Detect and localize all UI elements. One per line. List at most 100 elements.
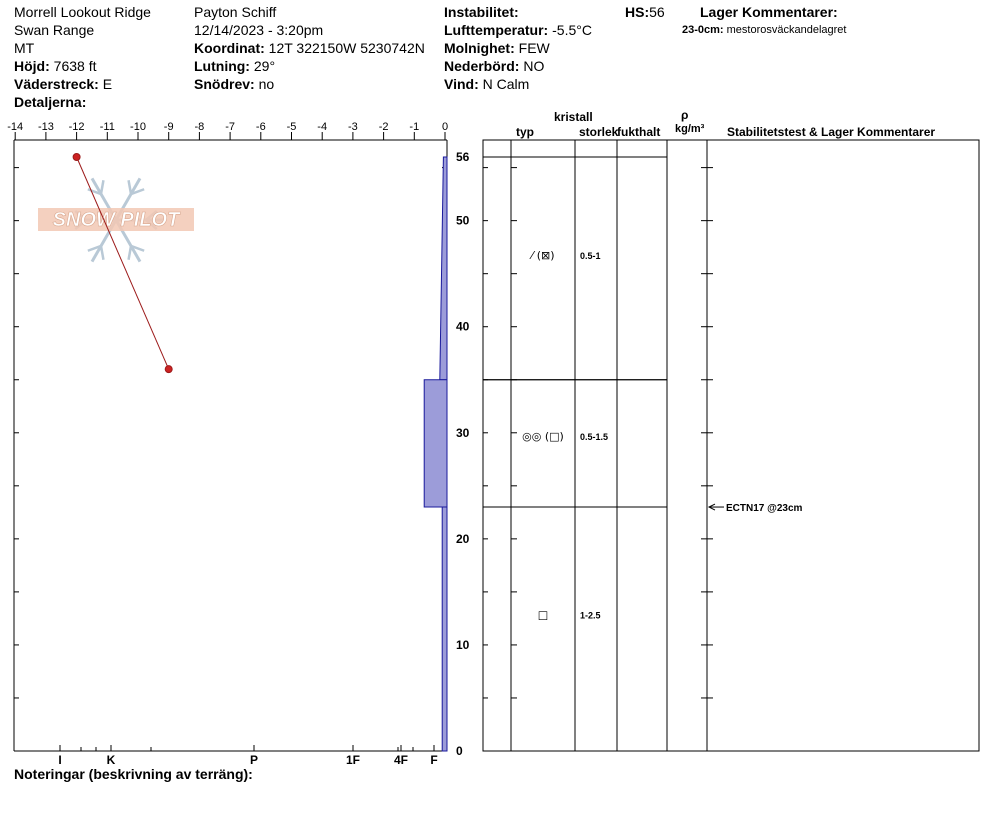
rho-header: ρ	[681, 108, 689, 122]
layer-comments-title: Lager Kommentarer:	[700, 4, 838, 20]
depth-tick-label: 56	[456, 150, 470, 164]
wind-row: Vind: N Calm	[444, 76, 529, 92]
temp-tick-label: -8	[195, 121, 205, 133]
temp-tick-label: -12	[69, 121, 85, 133]
storlek-header: storlek	[579, 125, 619, 139]
temp-point	[164, 365, 173, 374]
sky-label: Molnighet:	[444, 40, 515, 56]
temp-tick-label: -10	[130, 121, 146, 133]
kristall-header: kristall	[554, 110, 593, 124]
precip-label: Nederbörd:	[444, 58, 520, 74]
hardness-layer-block	[423, 379, 448, 508]
hardness-layer-block	[439, 156, 448, 381]
stability-test-label: ECTN17 @23cm	[726, 503, 803, 514]
grain-size-value: 0.5-1.5	[580, 432, 608, 442]
snowflake-branch	[130, 188, 145, 196]
details-label: Detaljerna:	[14, 94, 87, 110]
airtemp-row: Lufttemperatur: -5.5°C	[444, 22, 592, 38]
layer-table: ⁄ (⊠) 0.5-1 ◎◎ (□) 0.5-1.5 □ 1-2.5 ECTN17 @23c…	[482, 139, 980, 752]
temp-tick-label: -13	[38, 121, 54, 133]
snowflake-branch	[87, 188, 102, 196]
temp-point	[72, 153, 81, 161]
temp-tick-label: -3	[348, 121, 358, 133]
coordinate-value: 12T 322150W 5230742N	[268, 40, 425, 56]
location-name: Morrell Lookout Ridge	[14, 4, 151, 20]
grain-size-value: 0.5-1	[580, 251, 601, 261]
temp-tick-label: -6	[256, 121, 266, 133]
depth-tick-label: 50	[456, 214, 470, 228]
typ-header: typ	[516, 125, 534, 139]
drift-label: Snödrev:	[194, 76, 255, 92]
grain-type-symbol: ◎◎ (□)	[522, 430, 564, 443]
hs-row: HS:56	[625, 4, 665, 20]
wind-label: Vind:	[444, 76, 479, 92]
range-name: Swan Range	[14, 22, 95, 38]
depth-tick-label: 30	[456, 426, 470, 440]
hardness-layer-block	[441, 506, 448, 752]
temp-tick-label: -7	[225, 121, 235, 133]
watermark-text: SNOW PILOT	[53, 209, 181, 231]
sky-row: Molnighet: FEW	[444, 40, 550, 56]
hs-value: 56	[649, 4, 665, 20]
airtemp-value: -5.5°C	[552, 22, 592, 38]
temp-tick-label: -9	[164, 121, 174, 133]
depth-tick-label: 20	[456, 532, 470, 546]
grain-type-symbol: ⁄ (⊠)	[528, 249, 554, 262]
hardness-tick-label: 1F	[346, 753, 360, 767]
slope-row: Lutning: 29°	[194, 58, 275, 74]
slope-label: Lutning:	[194, 58, 250, 74]
elevation-value: 7638 ft	[53, 58, 97, 74]
layer-comment-text: mestorosväckandelagret	[726, 24, 847, 36]
drift-value: no	[258, 76, 275, 92]
precip-row: Nederbörd: NO	[444, 58, 544, 74]
temp-tick-label: -4	[317, 121, 327, 133]
drift-row: Snödrev: no	[194, 76, 274, 92]
aspect-value: E	[102, 76, 113, 92]
aspect-label: Väderstreck:	[14, 76, 99, 92]
notes-label: Noteringar (beskrivning av terräng):	[14, 766, 253, 782]
depth-tick-label: 0	[456, 744, 463, 758]
snowflake-branch	[99, 180, 105, 195]
snowflake-branch	[127, 245, 133, 260]
watermark-banner	[38, 208, 194, 231]
hs-label: HS:	[625, 4, 650, 20]
hardness-tick-label: I	[58, 753, 61, 767]
stability-header: Stabilitetstest & Lager Kommentarer	[727, 125, 936, 139]
temp-tick-label: -14	[7, 121, 23, 133]
snowpilot-watermark: SNOW PILOT	[38, 177, 194, 263]
grain-type-symbol: □	[538, 608, 548, 621]
stability-test-arrowhead	[707, 503, 716, 511]
elevation-label: Höjd:	[14, 58, 50, 74]
observer-name: Payton Schiff	[194, 4, 277, 20]
temp-tick-label: -5	[287, 121, 297, 133]
aspect-row: Väderstreck: E	[14, 76, 112, 92]
hardness-tick-label: K	[107, 753, 116, 767]
snowflake-branch	[99, 245, 105, 260]
hardness-profile	[423, 156, 448, 752]
instability-label: Instabilitet:	[444, 4, 519, 20]
snowflake-branch	[130, 244, 145, 252]
grain-size-value: 1-2.5	[580, 610, 601, 620]
temp-tick-label: 0	[442, 121, 448, 133]
density-unit-header: kg/m³	[675, 123, 705, 135]
depth-tick-label: 40	[456, 320, 470, 334]
layer-table-frame	[482, 139, 980, 752]
snowflake-branch	[127, 180, 133, 195]
temperature-profile	[72, 153, 173, 374]
elevation-row: Höjd: 7638 ft	[14, 58, 96, 74]
left-axes: -14 -13 -12 -11 -10 -9 -8 -7 -6 -5 -4 -3 -2 -1 0010203…	[7, 121, 469, 767]
snowflake-branch	[87, 244, 102, 252]
layer-comment-row: 23-0cm: mestorosväckandelagret	[682, 24, 846, 36]
temp-tick-label: -11	[100, 121, 115, 133]
slope-value: 29°	[253, 58, 276, 74]
coordinate-row: Koordinat: 12T 322150W 5230742N	[194, 40, 425, 56]
wind-value: N Calm	[482, 76, 530, 92]
depth-tick-label: 10	[456, 638, 470, 652]
temp-profile-line	[76, 156, 170, 370]
temp-tick-label: -1	[409, 121, 419, 133]
hardness-tick-label: F	[430, 753, 437, 767]
fukthalt-header: fukthalt	[617, 125, 661, 139]
temp-tick-label: -2	[379, 121, 389, 133]
layer-comment-range: 23-0cm:	[682, 24, 724, 36]
